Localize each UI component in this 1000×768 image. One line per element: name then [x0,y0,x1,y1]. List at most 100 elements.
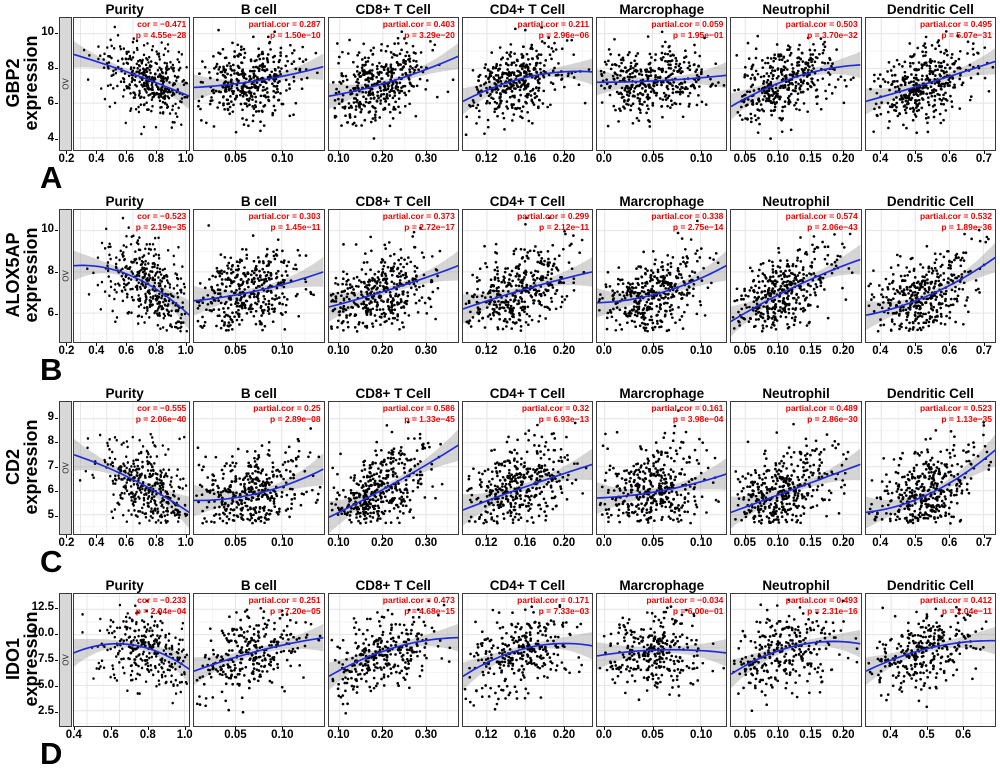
scatter-canvas [328,210,458,342]
y-tick-mark [55,32,58,34]
x-tick-mark [525,343,527,346]
x-tick-label: 0.6 [102,729,119,741]
confidence-band [74,638,190,684]
x-tick-label: 1.0 [177,345,194,357]
trend-line [328,264,458,308]
x-axis-ticks: 0.10 0.20 0.30 [327,727,459,742]
y-tick-label: 6 [47,96,54,109]
scatter-plot: partial.cor = 0.412 p = 2.04e−11 [864,593,996,727]
subplot-letter: D [40,736,63,768]
panel-CD2-7: Dendritic Cell partial.cor = 0.523 p = 1.1… [864,386,996,550]
x-tick-mark [486,727,488,730]
y-tick-label: 5 [47,508,54,521]
y-tick-mark [55,68,58,70]
panel-IDO1-7: Dendritic Cell partial.cor = 0.412 p = 2.0… [864,578,996,742]
confidence-band [194,453,324,517]
trend-line [74,454,190,514]
y-tick-label: 6 [47,306,54,319]
x-tick-mark [843,151,845,154]
scatter-canvas [865,210,995,342]
x-tick-label: 0.05 [733,537,757,549]
scatter-plot: cor = −0.471 p = 4.55e−28 [73,17,191,151]
panel-title: CD4+ T Cell [489,578,566,593]
x-tick-label: 0.05 [641,345,664,357]
x-tick-label: 0.05 [224,153,247,165]
x-tick-label: 0.10 [766,153,789,165]
y-axis-ticks: 2.5 5.0 7.5 10.0 12.5 [32,593,58,727]
x-tick-label: 0.05 [733,729,757,741]
x-tick-label: 0.6 [118,153,135,165]
confidence-band [865,434,995,529]
x-axis-ticks: 0.05 0.10 0.15 0.20 [730,727,861,742]
panel-plot-area: partial.cor = 0.523 p = 1.13e−35 [864,401,996,535]
x-tick-mark [983,343,985,346]
x-tick-label: 0.10 [271,153,294,165]
scatter-plot: partial.cor = 0.32 p = 6.93e−13 [461,401,594,535]
panel-CD2-2: B cell partial.cor = 0.25 p = 2.89e−08 0.05… [193,386,325,550]
panel-title: B cell [240,386,277,401]
cancer-type-strip: OV [59,17,72,151]
x-tick-label: 0.8 [147,153,164,165]
x-tick-label: 0.05 [224,537,247,549]
panel-row-C: CD2 expression C 5 6 7 8 9 Purity OV cor = −0.555 p… [0,384,1000,579]
x-tick-mark [810,151,812,154]
cancer-type-strip: OV [59,401,72,535]
x-tick-mark [486,343,488,346]
y-tick-mark [55,515,58,517]
x-tick-label: 0.0 [595,729,612,741]
panel-plot-area: partial.cor = 0.251 p = 7.20e−05 [193,593,325,727]
panel-title: Dendritic Cell [886,578,974,593]
panel-plot-area: partial.cor = 0.373 p = 2.72e−17 [327,209,459,343]
x-tick-mark [235,727,237,730]
scatter-canvas [597,18,727,150]
x-tick-label: 0.05 [641,729,664,741]
panel-plot-area: partial.cor = 0.493 p = 2.31e−16 [730,593,862,727]
panel-plot-area: partial.cor = 0.489 p = 2.86e−30 [730,401,862,535]
panel-plot-area: partial.cor = 0.473 p = 4.68e−15 [327,593,459,727]
confidence-band [194,623,324,686]
x-tick-mark [652,727,654,730]
scatter-canvas [462,210,593,342]
y-tick-mark [55,138,58,140]
x-tick-label: 0.10 [689,345,713,357]
panel-plot-area: OV cor = −0.233 p = 2.04e−04 [59,593,191,727]
trend-line [865,256,995,317]
x-tick-mark [983,535,985,538]
scatter-plot: partial.cor = 0.373 p = 2.72e−17 [327,209,459,343]
gene-label-line: CD2 [2,449,23,486]
panel-row-D: IDO1 expression D 2.5 5.0 7.5 10.0 12.5 Purity OV… [0,576,1000,768]
panel-plot-area: partial.cor = 0.338 p = 2.75e−14 [596,209,728,343]
y-tick-label: 4 [47,131,54,144]
y-tick-label: 2.5 [38,704,54,717]
panel-IDO1-1: Purity OV cor = −0.233 p = 2.04e−04 0.4 0.6 0.… [59,578,193,742]
confidence-band [462,448,593,526]
x-tick-mark [126,535,128,538]
scatter-canvas [865,594,995,726]
y-tick-label: 8 [47,435,54,448]
x-tick-label: 0.6 [118,537,135,549]
panel-title: Dendritic Cell [886,194,974,209]
trend-line [597,648,727,657]
trend-line [462,463,593,511]
y-tick-mark [55,491,58,493]
panel-GBP2-1: Purity OV cor = −0.471 p = 4.55e−28 0.2 0.4 0.… [58,2,193,166]
panel-title: Dendritic Cell [886,2,974,17]
scatter-plot: partial.cor = 0.287 p = 1.50e−10 [193,17,325,151]
panel-plot-area: partial.cor = 0.211 p = 2.96e−06 [461,17,594,151]
trend-line [731,64,861,108]
panel-CD2-4: CD4+ T Cell partial.cor = 0.32 p = 6.93e−1… [461,386,594,550]
y-tick-label: 7.5 [38,653,54,665]
x-tick-mark [525,727,527,730]
x-tick-label: 0.8 [139,729,156,741]
x-axis-ticks: 0.4 0.6 0.8 1.0 [59,727,193,742]
x-tick-mark [184,727,186,730]
y-tick-label: 8 [47,61,54,74]
trend-line [462,642,593,677]
x-tick-label: 0.05 [733,345,757,357]
x-tick-mark [880,151,882,154]
scatter-plot: partial.cor = 0.586 p = 1.33e−45 [327,401,459,535]
panel-ALOX5AP-4: CD4+ T Cell partial.cor = 0.299 p = 2.12e−… [461,194,594,358]
x-tick-mark [155,343,157,346]
x-tick-mark [73,727,75,730]
scatter-canvas [74,210,190,342]
